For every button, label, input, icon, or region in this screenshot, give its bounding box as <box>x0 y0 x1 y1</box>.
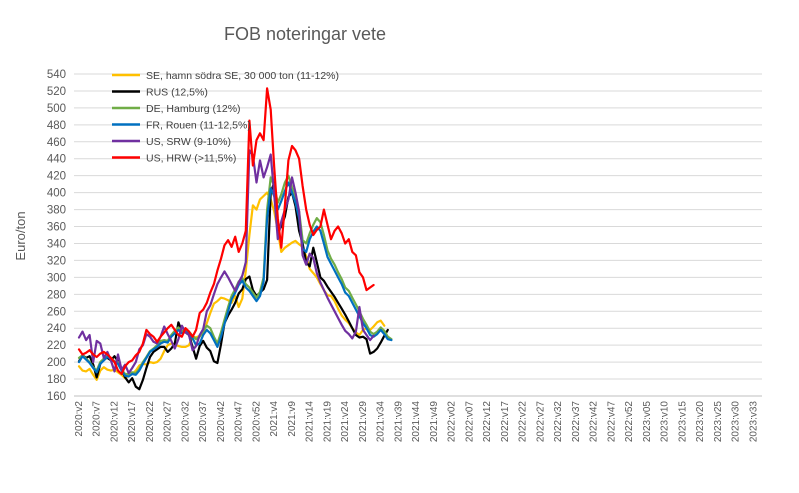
x-tick-label: 2021:v24 <box>340 401 351 443</box>
x-tick-label: 2023:v05 <box>642 401 653 443</box>
x-tick-label: 2023:v15 <box>677 401 688 443</box>
y-tick-label: 540 <box>47 69 66 81</box>
y-tick-label: 440 <box>47 154 66 166</box>
legend: SE, hamn södra SE, 30 000 ton (11-12%) RU… <box>112 70 339 165</box>
x-tick-label: 2022:v47 <box>606 401 617 443</box>
y-tick-label: 160 <box>47 391 66 403</box>
x-tick-label: 2021:v34 <box>376 401 387 443</box>
x-axis-ticks: 2020:v2 2020:v7 2020:v12 2020:v17 2020:v22 20… <box>74 401 759 443</box>
legend-label: SE, hamn södra SE, 30 000 ton (11-12%) <box>146 70 339 82</box>
x-tick-label: 2020:v17 <box>127 401 138 443</box>
y-tick-label: 460 <box>47 137 66 149</box>
x-tick-label: 2021:v29 <box>358 401 369 443</box>
x-tick-label: 2022:v52 <box>624 401 635 443</box>
y-tick-label: 380 <box>47 205 66 217</box>
y-axis-ticks: 160 180 200 220 240 260 280 300 320 340 360 380 400 4… <box>47 69 66 403</box>
series-line-4 <box>77 149 375 375</box>
x-tick-label: 2020:v32 <box>180 401 191 443</box>
y-tick-label: 400 <box>47 188 66 200</box>
series-lines <box>77 87 393 391</box>
y-tick-label: 200 <box>47 357 66 369</box>
y-tick-label: 180 <box>47 374 66 386</box>
series-line-1 <box>77 181 389 391</box>
legend-label: DE, Hamburg (12%) <box>146 103 241 115</box>
x-tick-label: 2022:v17 <box>500 401 511 443</box>
x-tick-label: 2023:v20 <box>695 401 706 443</box>
x-tick-label: 2022:v32 <box>553 401 564 443</box>
x-tick-label: 2022:v02 <box>447 401 458 443</box>
x-tick-label: 2021:v39 <box>393 401 404 443</box>
y-tick-label: 360 <box>47 222 66 234</box>
y-tick-label: 340 <box>47 238 66 250</box>
x-tick-label: 2023:v30 <box>731 401 742 443</box>
x-tick-label: 2022:v22 <box>518 401 529 443</box>
legend-label: US, HRW (>11,5%) <box>146 153 236 165</box>
x-tick-label: 2021:v19 <box>322 401 333 443</box>
y-tick-label: 300 <box>47 272 66 284</box>
legend-label: FR, Rouen (11-12,5%) <box>146 120 251 132</box>
x-tick-label: 2020:v22 <box>145 401 156 443</box>
y-tick-label: 320 <box>47 255 66 267</box>
y-tick-label: 420 <box>47 171 66 183</box>
x-tick-label: 2020:v37 <box>198 401 209 443</box>
y-tick-label: 220 <box>47 340 66 352</box>
x-tick-label: 2022:v07 <box>464 401 475 443</box>
x-tick-label: 2020:v7 <box>92 401 103 437</box>
x-tick-label: 2023:v25 <box>713 401 724 443</box>
x-tick-label: 2021:v9 <box>287 401 298 437</box>
x-tick-label: 2022:v42 <box>589 401 600 443</box>
x-tick-label: 2023:v10 <box>660 401 671 443</box>
gridlines <box>74 73 762 380</box>
y-tick-label: 260 <box>47 306 66 318</box>
x-tick-label: 2020:v2 <box>74 401 85 437</box>
x-tick-label: 2021:v44 <box>411 401 422 443</box>
x-tick-label: 2020:v42 <box>216 401 227 443</box>
x-tick-label: 2020:v12 <box>109 401 120 443</box>
x-tick-label: 2022:v27 <box>535 401 546 443</box>
x-tick-label: 2022:v37 <box>571 401 582 443</box>
x-tick-label: 2022:v12 <box>482 401 493 443</box>
series-line-5 <box>77 87 375 376</box>
y-tick-label: 520 <box>47 86 66 98</box>
y-tick-label: 240 <box>47 323 66 335</box>
y-axis-label: Euro/ton <box>13 211 28 260</box>
legend-label: US, SRW (9-10%) <box>146 136 231 148</box>
x-tick-label: 2021:v14 <box>305 401 316 443</box>
x-tick-label: 2023:v33 <box>748 401 759 443</box>
chart-title: FOB noteringar vete <box>224 24 386 44</box>
series-line-2 <box>77 174 393 376</box>
x-tick-label: 2021:v49 <box>429 401 440 443</box>
legend-label: RUS (12,5%) <box>146 87 208 99</box>
x-tick-label: 2021:v4 <box>269 401 280 437</box>
series-line-3 <box>77 181 393 378</box>
y-tick-label: 280 <box>47 289 66 301</box>
x-tick-label: 2020:v27 <box>163 401 174 443</box>
x-tick-label: 2020:v47 <box>234 401 245 443</box>
y-tick-label: 500 <box>47 103 66 115</box>
x-tick-label: 2020:v52 <box>251 401 262 443</box>
y-tick-label: 480 <box>47 120 66 132</box>
